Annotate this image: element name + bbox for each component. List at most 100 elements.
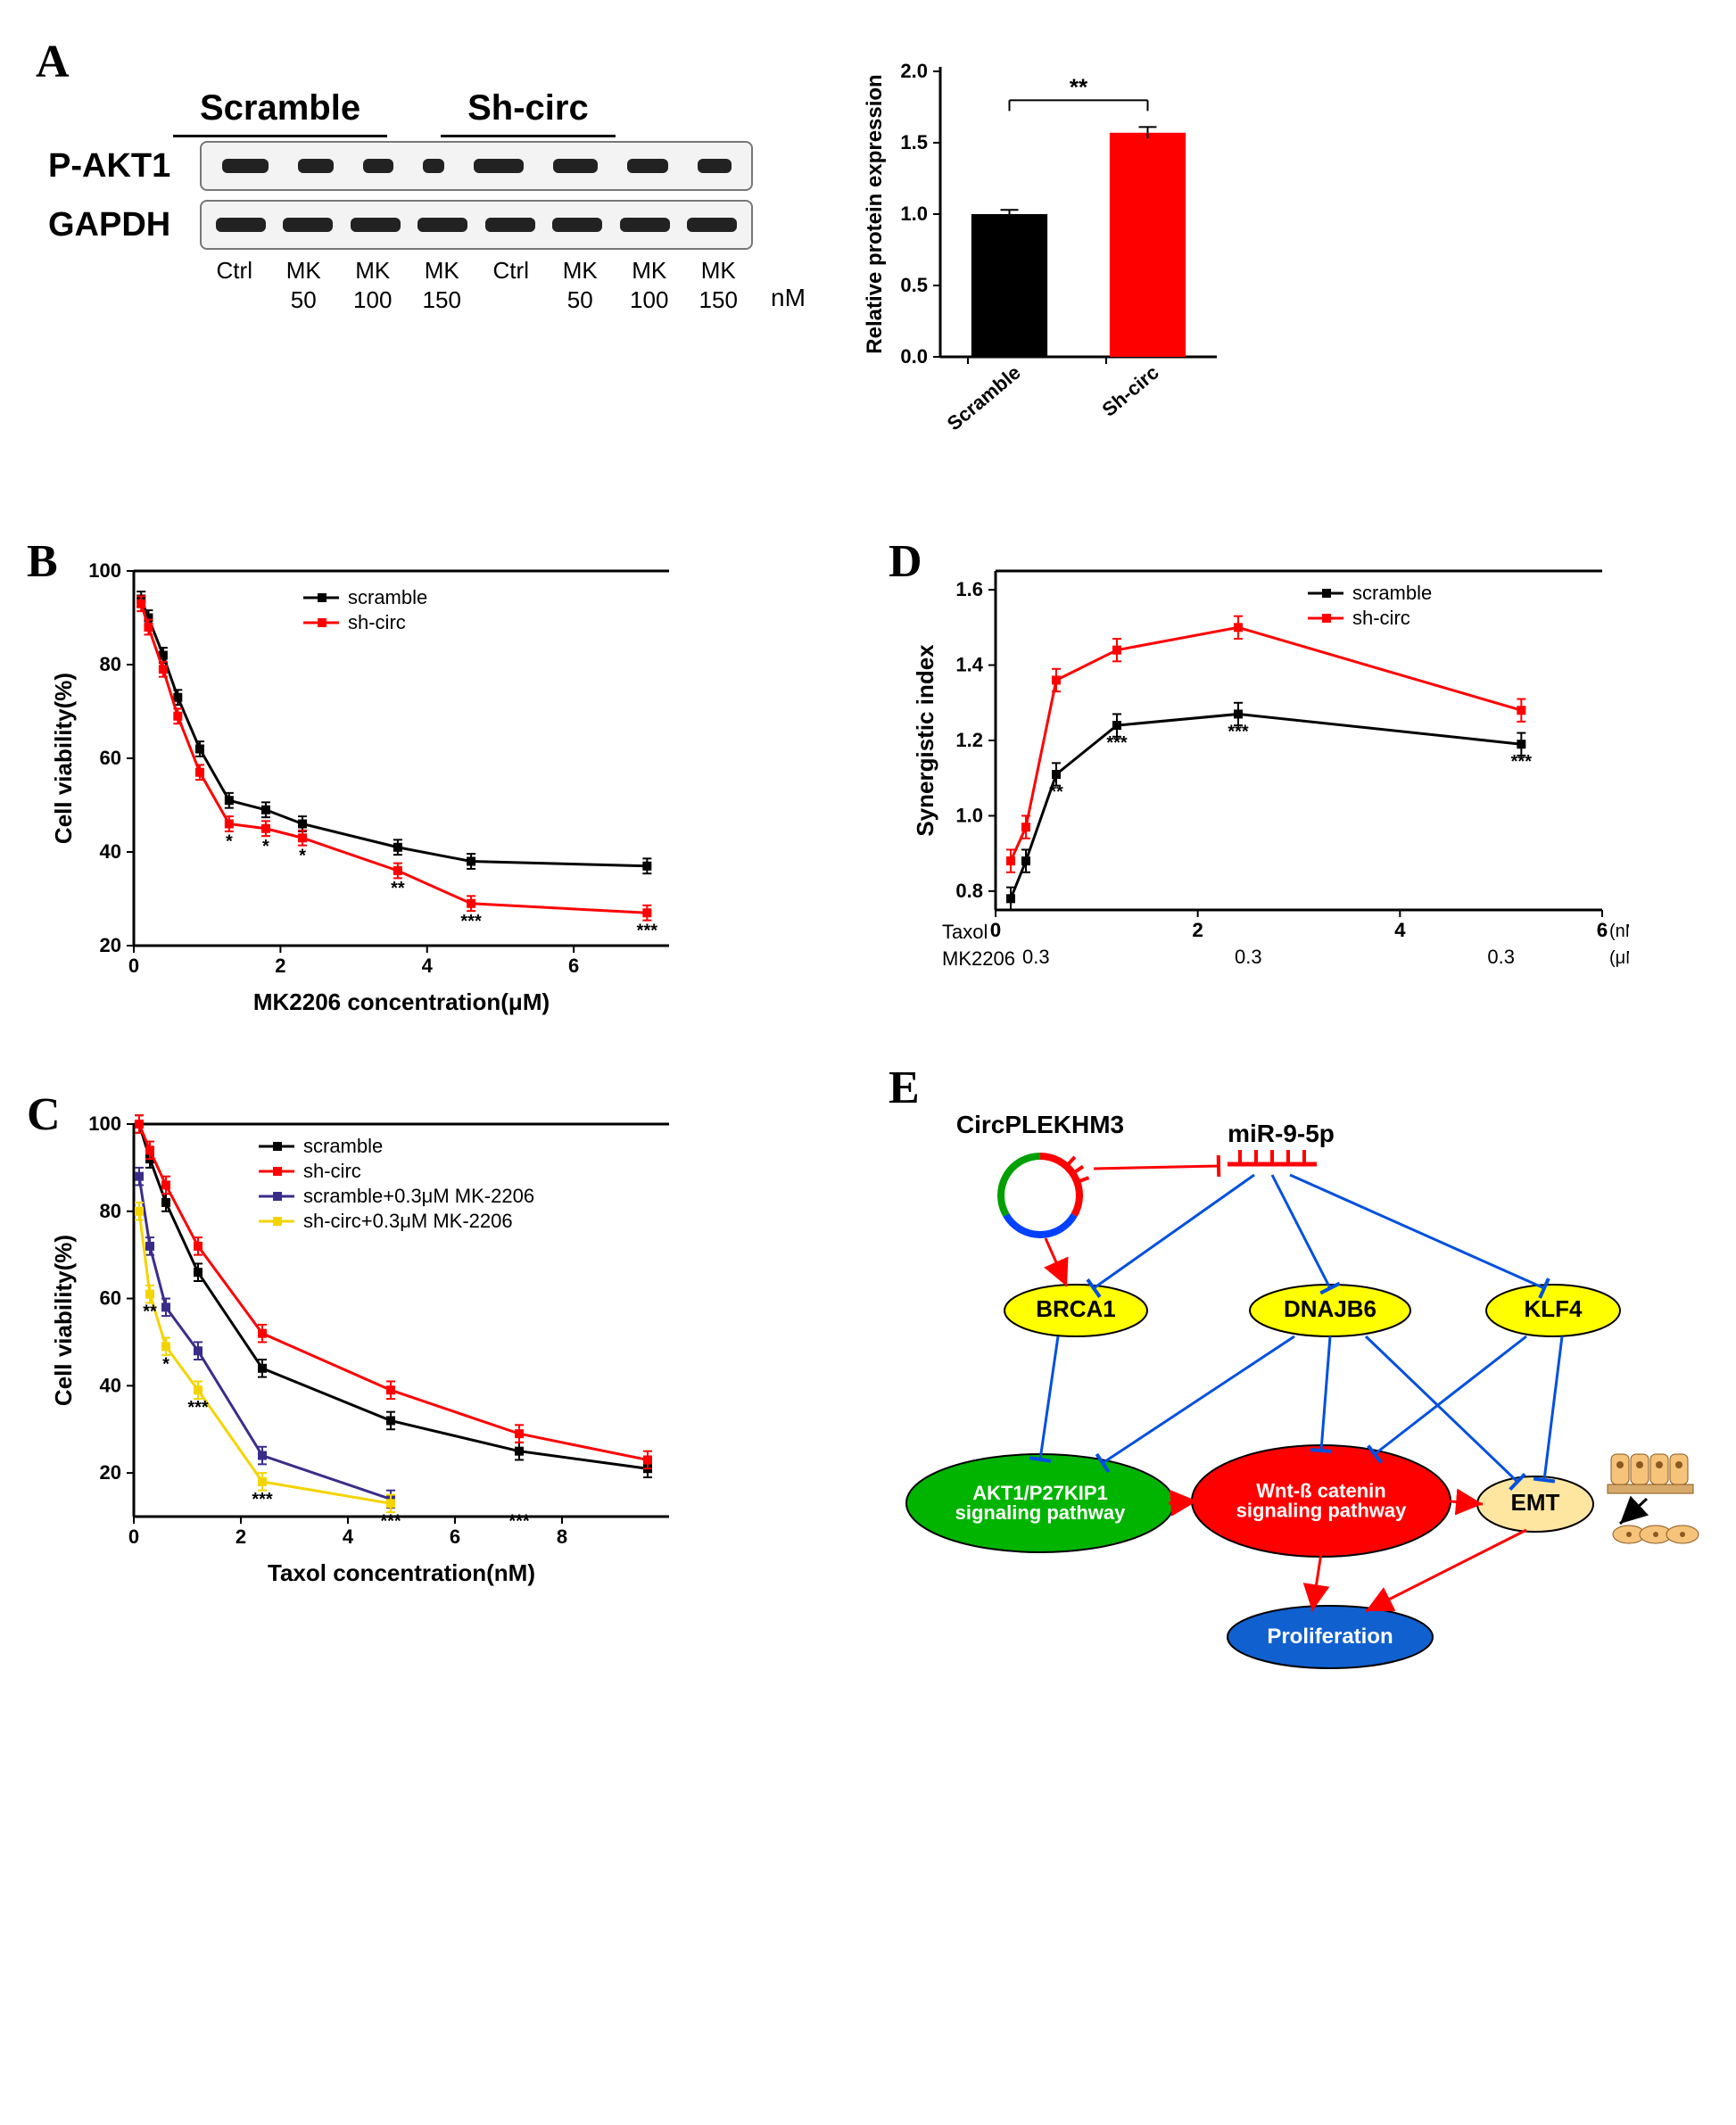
panel-C: C 2040608010002468Cell viability(%)Taxol… — [36, 1097, 826, 1704]
svg-text:1.4: 1.4 — [955, 654, 983, 676]
svg-text:20: 20 — [100, 934, 121, 956]
panel-label-D: D — [889, 535, 922, 588]
svg-text:*: * — [299, 846, 306, 865]
svg-text:(μM): (μM) — [1609, 948, 1629, 968]
svg-text:BRCA1: BRCA1 — [1036, 1295, 1116, 1322]
svg-text:sh-circ: sh-circ — [303, 1160, 361, 1182]
panel-label-C: C — [27, 1088, 61, 1141]
svg-text:Sh-circ: Sh-circ — [1098, 361, 1163, 421]
svg-text:scramble+0.3μM MK-2206: scramble+0.3μM MK-2206 — [303, 1185, 534, 1207]
svg-text:***: *** — [637, 921, 658, 940]
panel-E: E CircPLEKHM3miR-9-5pBRCA1DNAJB6KLF4AKT1… — [897, 1097, 1700, 1704]
svg-text:Cell viability(%): Cell viability(%) — [50, 1235, 77, 1406]
svg-text:Relative protein expression: Relative protein expression — [863, 74, 887, 353]
wb-row-gapdh: GAPDH — [48, 200, 753, 250]
svg-text:6: 6 — [1597, 919, 1608, 941]
svg-text:***: *** — [1228, 722, 1249, 741]
svg-text:1.0: 1.0 — [900, 203, 928, 225]
svg-text:**: ** — [391, 879, 405, 898]
svg-text:2: 2 — [1193, 919, 1203, 941]
svg-text:(nM): (nM) — [1609, 922, 1629, 941]
svg-text:EMT: EMT — [1511, 1489, 1560, 1516]
svg-text:Synergistic index: Synergistic index — [912, 644, 938, 837]
svg-text:6: 6 — [450, 1526, 460, 1548]
wb-blot-gapdh — [200, 200, 753, 250]
wb-group-scramble: Scramble — [200, 88, 360, 132]
svg-text:*: * — [162, 1354, 169, 1374]
svg-text:60: 60 — [100, 747, 121, 769]
svg-text:80: 80 — [100, 653, 121, 675]
svg-text:6: 6 — [568, 955, 579, 977]
svg-text:Taxol concentration(nM): Taxol concentration(nM) — [268, 1559, 535, 1586]
svg-text:100: 100 — [88, 1112, 121, 1135]
chart-C: 2040608010002468Cell viability(%)Taxol c… — [36, 1097, 696, 1597]
svg-text:*: * — [262, 837, 269, 856]
svg-text:8: 8 — [557, 1526, 567, 1548]
svg-text:2: 2 — [275, 955, 285, 977]
svg-text:***: *** — [252, 1490, 273, 1509]
panel-label-B: B — [27, 535, 58, 588]
diagram-E: CircPLEKHM3miR-9-5pBRCA1DNAJB6KLF4AKT1/P… — [897, 1097, 1700, 1704]
svg-text:signaling pathway: signaling pathway — [1236, 1500, 1407, 1522]
svg-text:***: *** — [508, 1511, 530, 1531]
figure-root: A Scramble Sh-circ P-AKT1 GAPDH CtrlMKMK… — [36, 36, 1700, 1704]
svg-text:60: 60 — [100, 1287, 121, 1310]
svg-text:2.0: 2.0 — [900, 60, 928, 82]
wb-lane-labels: CtrlMKMKMKCtrlMKMKMK5010015050100150nM — [200, 257, 753, 314]
svg-text:scramble: scramble — [303, 1135, 383, 1157]
svg-text:***: *** — [187, 1398, 209, 1418]
wb-row-pakt: P-AKT1 — [48, 141, 753, 191]
chart-D: 0.81.01.21.41.60246Synergistic index****… — [897, 544, 1629, 1026]
svg-text:0.3: 0.3 — [1235, 946, 1262, 968]
svg-text:4: 4 — [422, 955, 434, 977]
svg-text:miR-9-5p: miR-9-5p — [1228, 1120, 1335, 1147]
svg-text:20: 20 — [100, 1461, 121, 1484]
wb-label-pakt: P-AKT1 — [48, 147, 200, 186]
svg-text:0.8: 0.8 — [955, 880, 983, 902]
panel-D: D 0.81.01.21.41.60246Synergistic index**… — [897, 544, 1700, 1026]
panel-A-barchart: 0.0 0.5 1.0 1.5 2.0 Relative protein expressi… — [860, 36, 1235, 455]
svg-text:DNAJB6: DNAJB6 — [1284, 1295, 1376, 1322]
svg-text:40: 40 — [100, 840, 121, 863]
svg-text:1.5: 1.5 — [900, 131, 928, 153]
panel-label-E: E — [889, 1062, 920, 1114]
svg-text:*: * — [226, 832, 233, 852]
svg-text:0.3: 0.3 — [1022, 946, 1050, 968]
wb-label-gapdh: GAPDH — [48, 206, 200, 244]
svg-text:CircPLEKHM3: CircPLEKHM3 — [956, 1111, 1124, 1138]
svg-text:scramble: scramble — [348, 586, 427, 608]
svg-text:**: ** — [143, 1302, 157, 1322]
svg-text:80: 80 — [100, 1200, 121, 1222]
svg-text:***: *** — [1511, 752, 1533, 772]
panel-A: A Scramble Sh-circ P-AKT1 GAPDH CtrlMKMK… — [36, 36, 1700, 455]
svg-text:**: ** — [1049, 782, 1063, 802]
svg-text:KLF4: KLF4 — [1525, 1295, 1583, 1322]
svg-text:0.3: 0.3 — [1487, 946, 1515, 968]
svg-text:0: 0 — [990, 919, 1001, 941]
chart-B: 204060801000246Cell viability(%)MK2206 c… — [36, 544, 696, 1026]
svg-text:Taxol: Taxol — [942, 921, 988, 943]
svg-text:100: 100 — [88, 559, 121, 582]
svg-text:0.0: 0.0 — [900, 345, 928, 368]
wb-group-shcirc: Sh-circ — [467, 88, 589, 132]
svg-text:MK2206: MK2206 — [942, 947, 1015, 970]
svg-text:0.5: 0.5 — [900, 274, 928, 296]
svg-text:4: 4 — [1394, 919, 1406, 941]
svg-text:0: 0 — [128, 955, 139, 977]
svg-text:Cell viability(%): Cell viability(%) — [50, 673, 77, 844]
svg-text:**: ** — [1070, 73, 1088, 100]
svg-text:2: 2 — [236, 1526, 246, 1548]
svg-text:0: 0 — [128, 1526, 139, 1548]
svg-text:***: *** — [460, 912, 482, 931]
svg-text:40: 40 — [100, 1374, 121, 1396]
wb-blot-pakt — [200, 141, 753, 191]
panel-A-western: A Scramble Sh-circ P-AKT1 GAPDH CtrlMKMK… — [36, 36, 753, 314]
svg-text:Scramble: Scramble — [943, 361, 1025, 435]
svg-text:***: *** — [380, 1511, 401, 1531]
svg-text:sh-circ: sh-circ — [1352, 607, 1410, 629]
svg-text:***: *** — [1106, 733, 1128, 753]
svg-text:sh-circ+0.3μM MK-2206: sh-circ+0.3μM MK-2206 — [303, 1210, 513, 1232]
svg-text:Proliferation: Proliferation — [1267, 1625, 1393, 1649]
panel-B: B 204060801000246Cell viability(%)MK2206… — [36, 544, 826, 1026]
svg-text:scramble: scramble — [1352, 582, 1432, 604]
